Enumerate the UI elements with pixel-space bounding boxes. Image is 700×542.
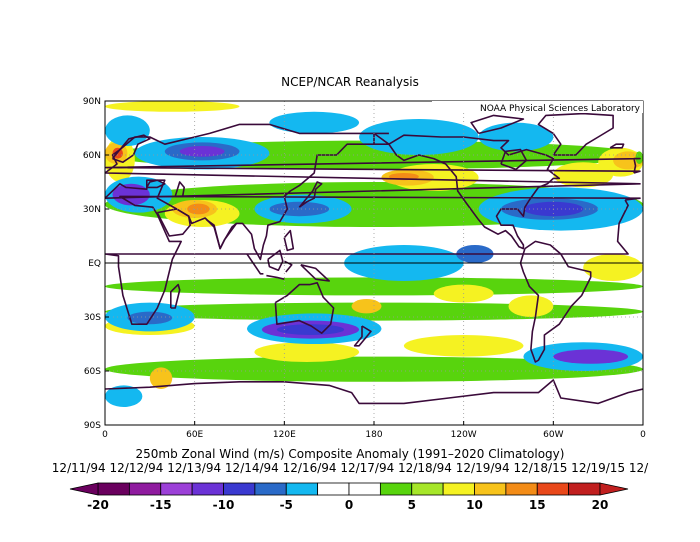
coastline	[266, 274, 285, 280]
colorbar-segment	[379, 482, 413, 496]
gridlines	[105, 101, 643, 425]
credit-box	[432, 101, 643, 113]
lon-label: 180	[365, 430, 382, 440]
colorbar: -20 -15 -10 -5 0 5 10 15 20	[69, 482, 629, 512]
anomaly-region	[553, 162, 614, 188]
anomaly-region	[508, 295, 554, 318]
colorbar-segment	[223, 482, 256, 496]
coastline	[170, 283, 181, 309]
lat-label: 30S	[84, 313, 101, 323]
anomaly-region	[254, 342, 360, 362]
anomaly-region	[105, 115, 150, 146]
coastline	[105, 195, 641, 325]
anomaly-field	[105, 101, 643, 408]
coastline	[298, 181, 323, 208]
colorbar-segment	[442, 482, 475, 496]
coastline	[470, 114, 525, 135]
lon-label: 0	[640, 430, 646, 440]
coastline	[283, 260, 293, 273]
lon-label: 60W	[543, 430, 563, 440]
anomaly-region	[359, 119, 479, 155]
coastline	[206, 219, 237, 250]
plot-caption: 250mb Zonal Wind (m/s) Composite Anomaly…	[135, 447, 565, 461]
credit-label: NOAA Physical Sciences Laboratory	[480, 104, 641, 114]
lat-label: 90N	[83, 97, 101, 107]
lat-label: 60S	[84, 367, 101, 377]
colorbar-segment	[348, 482, 381, 496]
map-panel: NOAA Physical Sciences Laboratory	[104, 100, 644, 426]
coastline	[174, 181, 185, 198]
coastline	[267, 249, 284, 271]
anomaly-region	[351, 299, 382, 314]
anomaly-region	[553, 349, 629, 364]
colorbar-label: -15	[150, 498, 172, 512]
coastline	[519, 240, 592, 363]
lon-label: 60E	[186, 430, 203, 440]
lat-label: 30N	[83, 205, 101, 215]
lon-label: 0	[102, 430, 108, 440]
colorbar-label: -10	[213, 498, 235, 512]
coastline	[105, 379, 643, 405]
anomaly-region	[269, 111, 360, 134]
anomaly-region	[105, 101, 240, 112]
anomaly-region	[112, 183, 150, 206]
coastline	[283, 229, 295, 252]
colorbar-segment	[160, 482, 193, 496]
latitude-labels: 90N 60N 30N EQ 30S 60S 90S	[83, 97, 101, 431]
coastline	[609, 143, 625, 149]
colorbar-label: -5	[280, 498, 293, 512]
anomaly-region	[149, 367, 173, 390]
colorbar-arrow-right	[599, 482, 629, 496]
coastline	[274, 282, 335, 334]
anomaly-region	[105, 385, 143, 408]
anomaly-region	[635, 151, 643, 164]
composite-dates: 12/11/94 12/12/94 12/13/94 12/14/94 12/1…	[51, 461, 649, 475]
coastlines	[105, 112, 643, 405]
coastline	[537, 112, 614, 156]
coastline	[146, 179, 166, 189]
colorbar-segment	[317, 482, 350, 496]
coastline	[156, 208, 191, 237]
map-title: NCEP/NCAR Reanalysis	[281, 75, 419, 89]
lat-label: 60N	[83, 151, 101, 161]
coastline	[353, 325, 372, 347]
anomaly-region	[583, 254, 643, 281]
anomaly-region	[269, 201, 330, 217]
colorbar-segment	[285, 482, 319, 496]
coastline	[105, 157, 641, 174]
colorbar-segment	[128, 482, 162, 496]
colorbar-label: 15	[529, 498, 546, 512]
lon-label: 120E	[273, 430, 296, 440]
colorbar-segment	[97, 482, 130, 496]
colorbar-label: 0	[345, 498, 353, 512]
colorbar-segment	[536, 482, 570, 496]
lat-label: 90S	[84, 421, 101, 431]
colorbar-label: 20	[592, 498, 609, 512]
colorbar-segment	[474, 482, 507, 496]
lon-label: 120W	[451, 430, 477, 440]
colorbar-segment	[411, 482, 444, 496]
colorbar-segment	[254, 482, 287, 496]
coastline	[388, 134, 561, 250]
colorbar-segment	[568, 482, 601, 496]
colorbar-arrow-left	[69, 482, 99, 496]
anomaly-region	[478, 122, 554, 152]
colorbar-label: -20	[87, 498, 109, 512]
anomaly-region	[179, 146, 225, 157]
coastline	[300, 264, 330, 282]
axis-ticks	[104, 100, 644, 426]
anomaly-region	[105, 277, 643, 296]
anomaly-region	[127, 311, 173, 325]
coastline	[500, 148, 528, 171]
colorbar-label: 10	[466, 498, 483, 512]
coastline	[246, 253, 264, 275]
lat-label: EQ	[88, 259, 101, 269]
colorbar-segment	[191, 482, 224, 496]
longitude-labels: 0 60E 120E 180 120W 60W 0	[102, 430, 646, 440]
colorbar-segment	[505, 482, 538, 496]
anomaly-region	[187, 203, 210, 215]
coastline	[111, 134, 151, 163]
colorbar-label: 5	[408, 498, 416, 512]
